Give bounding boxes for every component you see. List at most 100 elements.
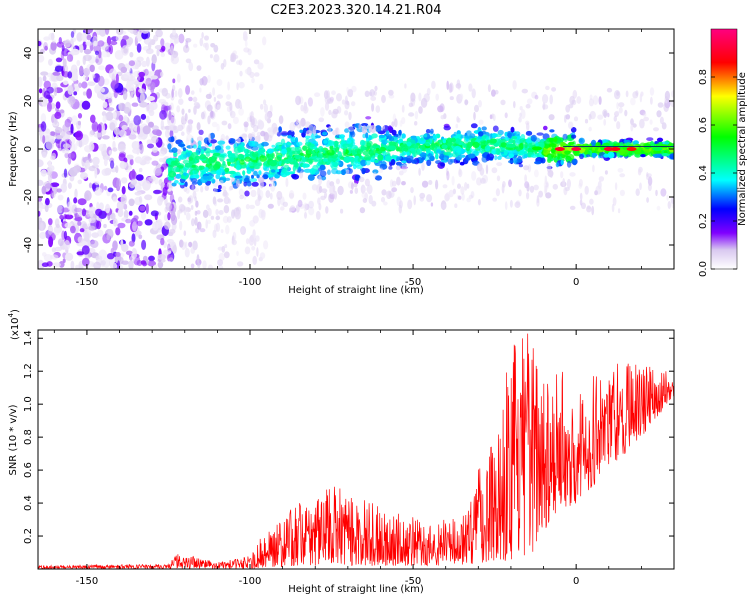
heatmap-cell [340, 208, 344, 214]
heatmap-cell [449, 82, 454, 93]
heatmap-cell [227, 123, 232, 130]
heatmap-cell [141, 239, 147, 250]
heatmap-cell [263, 99, 267, 106]
heatmap-cell [217, 259, 224, 266]
heatmap-cell [670, 90, 674, 98]
heatmap-cell [399, 137, 404, 142]
heatmap-cell [238, 188, 244, 197]
heatmap-cell [375, 125, 382, 133]
heatmap-cell [54, 126, 63, 134]
heatmap-cell [104, 167, 112, 176]
heatmap-cell [496, 162, 503, 167]
heatmap-cell [614, 90, 621, 100]
heatmap-cell [630, 97, 636, 106]
heatmap-cell [173, 128, 179, 134]
heatmap-cell [162, 186, 168, 196]
heatmap-cell [576, 96, 582, 104]
heatmap-cell [235, 98, 241, 109]
heatmap-cell [260, 130, 266, 137]
heatmap-cell [133, 115, 141, 126]
heatmap-cell [209, 54, 213, 59]
heatmap-cell [154, 45, 163, 50]
heatmap-cell [542, 94, 549, 104]
heatmap-cell [280, 206, 285, 211]
heatmap-cell [114, 50, 124, 60]
heatmap-cell [214, 145, 222, 151]
heatmap-cell [112, 111, 117, 120]
heatmap-cell [377, 154, 384, 161]
heatmap-cell [361, 125, 368, 134]
heatmap-cell [241, 133, 248, 140]
heatmap-cell [81, 81, 88, 89]
colorbar-tick-label: 0.4 [698, 165, 709, 181]
heatmap-cell [92, 73, 96, 79]
heatmap-cell [460, 186, 465, 195]
heatmap-hotspot [626, 147, 637, 151]
heatmap-cell [135, 230, 142, 236]
heatmap-cell [374, 159, 379, 163]
heatmap-cell [145, 203, 149, 215]
heatmap-cell [94, 84, 102, 94]
heatmap-cell [450, 137, 456, 143]
heatmap-cell [492, 114, 496, 121]
heatmap-cell [457, 183, 461, 189]
heatmap-cell [115, 35, 123, 42]
heatmap-cell [81, 208, 87, 217]
heatmap-cell [214, 200, 217, 207]
heatmap-cell [113, 127, 120, 136]
heatmap-cell [305, 137, 310, 144]
heatmap-cell [495, 188, 500, 197]
heatmap-cell [545, 85, 550, 91]
heatmap-cell [299, 121, 302, 129]
heatmap-cell [174, 180, 179, 184]
heatmap-cell [207, 208, 212, 217]
heatmap-cell [138, 88, 146, 94]
heatmap-cell [391, 121, 395, 128]
heatmap-cell [375, 105, 381, 113]
heatmap-cell [390, 159, 396, 166]
heatmap-cell [319, 164, 326, 171]
heatmap-cell [82, 257, 90, 267]
heatmap-cell [231, 239, 237, 246]
heatmap-cell [54, 246, 63, 252]
heatmap-cell [217, 198, 224, 203]
heatmap-cell [185, 149, 189, 153]
heatmap-cell [238, 81, 245, 89]
heatmap-cell [172, 51, 178, 59]
heatmap-cell [134, 191, 142, 196]
heatmap-cell [448, 83, 453, 94]
heatmap-cell [77, 221, 82, 226]
heatmap-cell [138, 71, 145, 78]
heatmap-cell [65, 252, 74, 261]
heatmap-cell [196, 122, 201, 131]
heatmap-cell [650, 96, 653, 105]
heatmap-cell [323, 139, 328, 144]
heatmap-cell [169, 193, 175, 204]
heatmap-cell [73, 220, 78, 226]
heatmap-cell [409, 147, 415, 152]
heatmap-cell [54, 111, 62, 119]
heatmap-cell [103, 158, 108, 167]
heatmap-cell [419, 192, 426, 199]
heatmap-cell [228, 170, 237, 175]
heatmap-cell [160, 52, 166, 58]
heatmap-cell [349, 157, 357, 163]
heatmap-cell [160, 119, 164, 130]
heatmap-cell [232, 231, 237, 241]
heatmap-cell [647, 176, 653, 186]
heatmap-cell [303, 202, 308, 212]
heatmap-cell [571, 158, 578, 165]
heatmap-cell [360, 159, 367, 167]
heatmap-cell [313, 158, 318, 163]
heatmap-cell [503, 149, 508, 156]
heatmap-cell [293, 154, 302, 160]
heatmap-cell [55, 57, 63, 63]
heatmap-cell [569, 205, 576, 210]
heatmap-cell [486, 153, 495, 161]
heatmap-cell [236, 137, 241, 144]
heatmap-cell [526, 192, 530, 200]
heatmap-cell [649, 119, 653, 125]
heatmap-cell [594, 190, 598, 196]
heatmap-cell [278, 126, 282, 133]
